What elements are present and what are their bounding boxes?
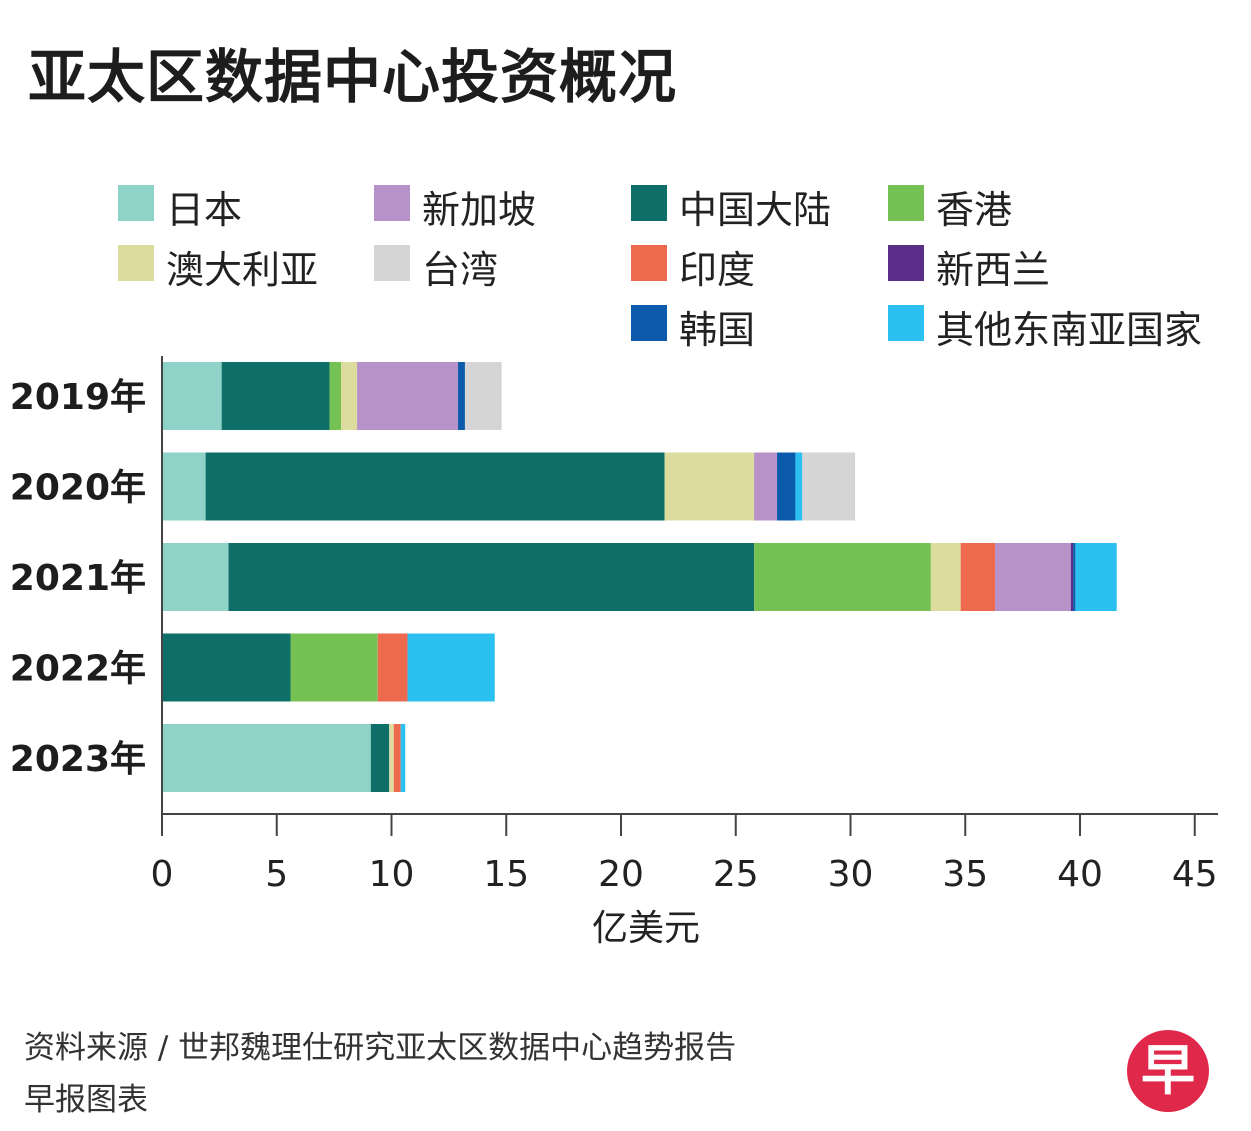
y-tick-label: 2019年 — [10, 377, 146, 418]
x-tick-label: 20 — [598, 854, 644, 895]
bar-segment — [357, 362, 458, 430]
bar-segment — [1073, 543, 1075, 611]
bar-segment — [162, 362, 222, 430]
bar-segment — [206, 453, 665, 521]
chart-credit: 早报图表 — [24, 1074, 148, 1119]
bar-segment — [458, 362, 465, 430]
bar-segment — [777, 453, 795, 521]
bar-segment — [802, 453, 855, 521]
bar-segment — [162, 724, 371, 792]
bar-segment — [1075, 543, 1116, 611]
bar-segment — [465, 362, 502, 430]
bar-segment — [341, 362, 357, 430]
bar-segment — [665, 453, 755, 521]
bar-segment — [995, 543, 1071, 611]
bar-segment — [162, 453, 206, 521]
bar-segment — [222, 362, 330, 430]
bar-segment — [408, 634, 495, 702]
x-tick-label: 10 — [369, 854, 415, 895]
bar-segment — [291, 634, 378, 702]
bar-chart: 2019年 2020年 2021年 2022年 2023年 0 5 10 15 20 25 30 35 4… — [0, 0, 1251, 1131]
bar-segment — [229, 543, 755, 611]
bar-segment — [931, 543, 961, 611]
x-tick-label: 45 — [1172, 854, 1218, 895]
zaobao-logo: 早 — [1127, 1030, 1209, 1112]
bar-segment — [162, 634, 291, 702]
x-tick-label: 35 — [942, 854, 988, 895]
y-tick-label: 2021年 — [10, 558, 146, 599]
x-tick-label: 30 — [828, 854, 874, 895]
x-tick-label: 25 — [713, 854, 759, 895]
x-axis-label: 亿美元 — [592, 908, 700, 949]
y-tick-label: 2022年 — [10, 649, 146, 690]
bar-segment — [401, 724, 406, 792]
source-note: 资料来源 / 世邦魏理仕研究亚太区数据中心趋势报告 — [24, 1022, 736, 1067]
x-tick-label: 5 — [265, 854, 288, 895]
bar-segment — [754, 453, 777, 521]
bar-segment — [389, 724, 394, 792]
bar-segment — [330, 362, 341, 430]
bar-segment — [754, 543, 931, 611]
bar-segment — [795, 453, 802, 521]
y-tick-label: 2023年 — [10, 739, 146, 780]
bar-segment — [1071, 543, 1073, 611]
x-tick-label: 40 — [1057, 854, 1103, 895]
bar-segment — [961, 543, 995, 611]
bar-segment — [394, 724, 401, 792]
bar-segment — [162, 543, 229, 611]
bar-segment — [371, 724, 389, 792]
x-tick-label: 15 — [483, 854, 529, 895]
x-tick-label: 0 — [151, 854, 174, 895]
y-tick-label: 2020年 — [10, 468, 146, 509]
bar-segment — [378, 634, 408, 702]
